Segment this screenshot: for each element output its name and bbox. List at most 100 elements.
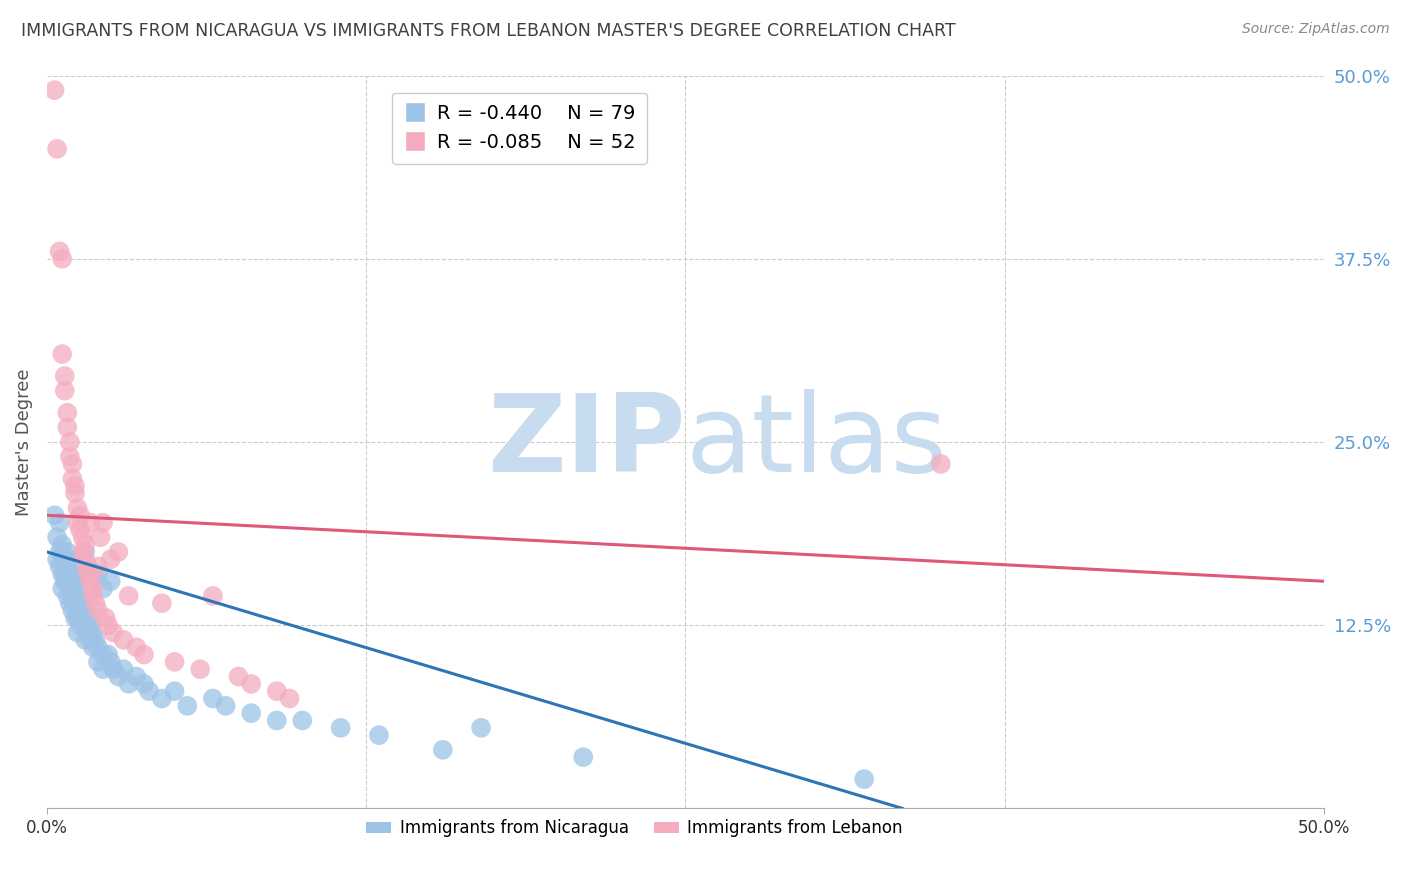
Point <box>91 662 114 676</box>
Point <box>240 706 263 721</box>
Point <box>100 655 122 669</box>
Point <box>929 457 952 471</box>
Point <box>84 596 107 610</box>
Point <box>329 721 352 735</box>
Point <box>66 516 89 530</box>
Y-axis label: Master's Degree: Master's Degree <box>15 368 32 516</box>
Point <box>87 566 110 581</box>
Point <box>56 574 79 589</box>
Point <box>82 589 104 603</box>
Point <box>63 596 86 610</box>
Point <box>69 508 91 523</box>
Point <box>48 559 70 574</box>
Point <box>125 640 148 655</box>
Point <box>63 479 86 493</box>
Point <box>91 648 114 662</box>
Point <box>76 625 98 640</box>
Point <box>59 566 82 581</box>
Point <box>76 566 98 581</box>
Point <box>87 559 110 574</box>
Point <box>72 611 94 625</box>
Text: Source: ZipAtlas.com: Source: ZipAtlas.com <box>1241 22 1389 37</box>
Point <box>117 589 139 603</box>
Point <box>103 625 125 640</box>
Text: IMMIGRANTS FROM NICARAGUA VS IMMIGRANTS FROM LEBANON MASTER'S DEGREE CORRELATION: IMMIGRANTS FROM NICARAGUA VS IMMIGRANTS … <box>21 22 956 40</box>
Point <box>432 743 454 757</box>
Point <box>103 662 125 676</box>
Point <box>82 566 104 581</box>
Point <box>79 574 101 589</box>
Point <box>132 648 155 662</box>
Point <box>59 552 82 566</box>
Point <box>75 552 97 566</box>
Point <box>266 714 288 728</box>
Point <box>112 662 135 676</box>
Point <box>63 611 86 625</box>
Point <box>59 596 82 610</box>
Point <box>75 603 97 617</box>
Point <box>56 589 79 603</box>
Point <box>75 618 97 632</box>
Point <box>48 545 70 559</box>
Point <box>53 384 76 398</box>
Legend: Immigrants from Nicaragua, Immigrants from Lebanon: Immigrants from Nicaragua, Immigrants fr… <box>360 813 910 844</box>
Point <box>97 648 120 662</box>
Point <box>72 530 94 544</box>
Point <box>56 420 79 434</box>
Point <box>63 486 86 500</box>
Point <box>79 632 101 647</box>
Point <box>53 369 76 384</box>
Point <box>53 552 76 566</box>
Point <box>107 669 129 683</box>
Point <box>56 559 79 574</box>
Point <box>228 669 250 683</box>
Point <box>62 589 84 603</box>
Point <box>66 500 89 515</box>
Point <box>46 142 69 156</box>
Point <box>266 684 288 698</box>
Point <box>75 545 97 559</box>
Point <box>62 472 84 486</box>
Point <box>75 632 97 647</box>
Point <box>94 611 117 625</box>
Point <box>53 566 76 581</box>
Point <box>62 457 84 471</box>
Point <box>215 698 238 713</box>
Point <box>69 618 91 632</box>
Point <box>62 603 84 617</box>
Point <box>853 772 876 786</box>
Point <box>56 406 79 420</box>
Point <box>59 450 82 464</box>
Point <box>72 545 94 559</box>
Point <box>62 566 84 581</box>
Point <box>56 545 79 559</box>
Point <box>69 523 91 537</box>
Point <box>97 618 120 632</box>
Point <box>278 691 301 706</box>
Point <box>163 655 186 669</box>
Point <box>69 603 91 617</box>
Point <box>87 603 110 617</box>
Point <box>163 684 186 698</box>
Point <box>82 582 104 596</box>
Point <box>132 677 155 691</box>
Point <box>48 244 70 259</box>
Point <box>125 669 148 683</box>
Point <box>82 640 104 655</box>
Point <box>51 582 73 596</box>
Point <box>51 347 73 361</box>
Point <box>470 721 492 735</box>
Point <box>46 530 69 544</box>
Point <box>91 582 114 596</box>
Point <box>367 728 389 742</box>
Point <box>82 625 104 640</box>
Point <box>66 625 89 640</box>
Point <box>66 611 89 625</box>
Point <box>69 589 91 603</box>
Point <box>63 574 86 589</box>
Point <box>51 252 73 266</box>
Point <box>51 566 73 581</box>
Point <box>66 582 89 596</box>
Point <box>44 83 66 97</box>
Point <box>201 691 224 706</box>
